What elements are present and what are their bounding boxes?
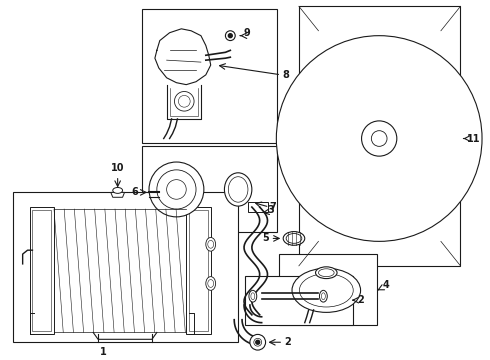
Ellipse shape (251, 293, 255, 300)
Ellipse shape (208, 280, 214, 287)
Ellipse shape (228, 177, 248, 202)
Circle shape (362, 121, 397, 156)
Text: 11: 11 (467, 134, 481, 144)
Bar (189, 210, 208, 332)
Ellipse shape (224, 173, 252, 206)
Bar (142, 9, 277, 143)
Bar (32, 210, 51, 332)
Text: 5: 5 (263, 233, 270, 243)
Text: 1: 1 (99, 347, 106, 357)
Circle shape (167, 180, 186, 199)
Circle shape (371, 131, 387, 147)
Ellipse shape (316, 267, 337, 279)
Circle shape (174, 91, 194, 111)
Text: 4: 4 (382, 280, 389, 291)
Ellipse shape (318, 269, 334, 276)
Ellipse shape (299, 274, 353, 307)
Text: 9: 9 (243, 28, 250, 38)
Bar (248, 202, 268, 212)
Ellipse shape (283, 231, 305, 245)
Bar (29, 207, 54, 334)
Ellipse shape (208, 240, 214, 248)
Ellipse shape (321, 293, 325, 300)
Ellipse shape (292, 268, 361, 312)
Text: 10: 10 (111, 163, 124, 173)
Text: 7: 7 (270, 202, 276, 212)
Text: 6: 6 (131, 188, 138, 197)
Ellipse shape (249, 290, 257, 302)
Circle shape (228, 34, 232, 38)
Text: 2: 2 (358, 295, 365, 305)
Polygon shape (111, 192, 124, 197)
Ellipse shape (206, 238, 216, 251)
Bar (245, 276, 353, 325)
Bar (299, 6, 461, 266)
Ellipse shape (206, 276, 216, 290)
Circle shape (254, 338, 262, 346)
Bar (446, 114, 461, 163)
Circle shape (250, 334, 266, 350)
Circle shape (149, 162, 204, 217)
Circle shape (157, 170, 196, 209)
Bar (13, 192, 238, 342)
Bar (186, 207, 211, 334)
Text: 3: 3 (268, 205, 274, 215)
Ellipse shape (286, 234, 302, 243)
Text: 2: 2 (284, 337, 291, 347)
Text: 8: 8 (282, 70, 289, 80)
Circle shape (178, 95, 190, 107)
Circle shape (276, 36, 482, 241)
Bar (279, 254, 377, 325)
Ellipse shape (113, 188, 122, 193)
Bar (142, 147, 277, 231)
Ellipse shape (319, 290, 327, 302)
Circle shape (225, 31, 235, 41)
Circle shape (256, 340, 260, 344)
